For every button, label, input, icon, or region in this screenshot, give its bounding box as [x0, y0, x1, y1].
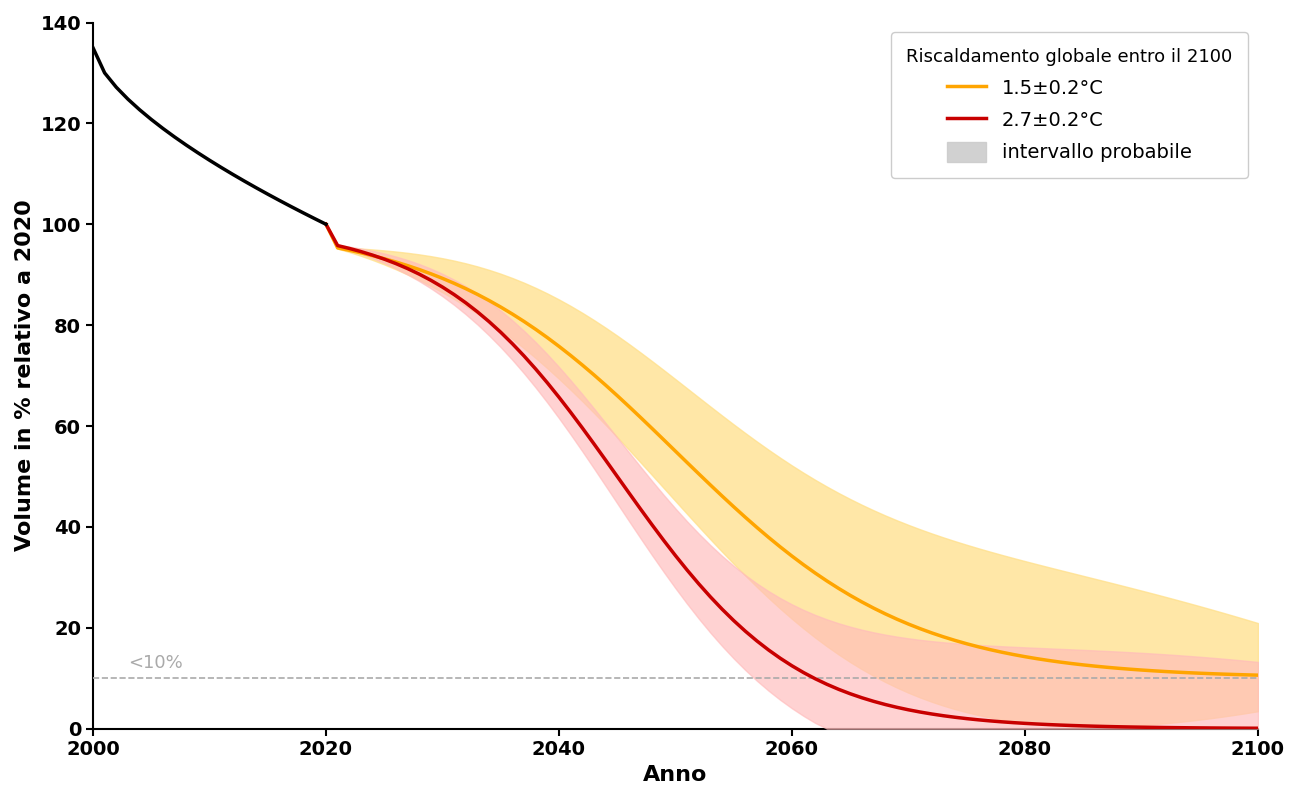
Text: <10%: <10%: [127, 654, 183, 672]
X-axis label: Anno: Anno: [644, 765, 707, 785]
Legend: 1.5±0.2°C, 2.7±0.2°C, intervallo probabile: 1.5±0.2°C, 2.7±0.2°C, intervallo probabi…: [891, 32, 1248, 178]
Y-axis label: Volume in % relativo a 2020: Volume in % relativo a 2020: [16, 200, 35, 551]
